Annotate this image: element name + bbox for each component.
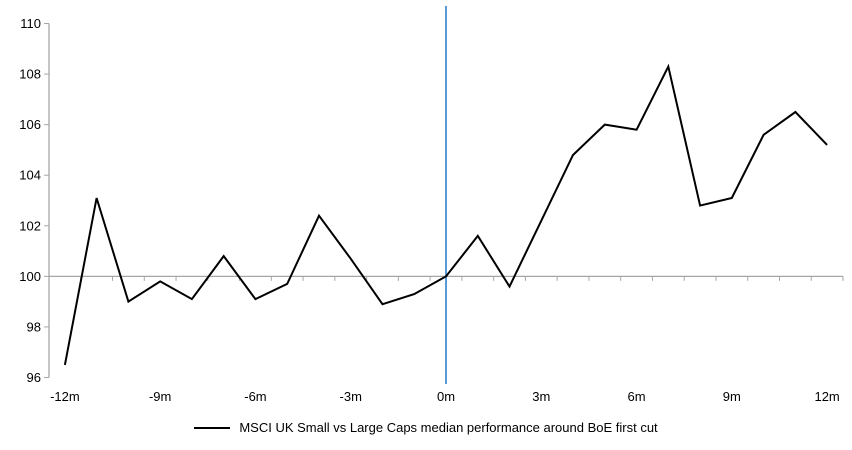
series-line-msci-uk-small-vs-large xyxy=(63,63,828,366)
x-tick-label: -9m xyxy=(149,389,171,404)
legend-line-sample xyxy=(194,426,231,429)
y-tick-label: 96 xyxy=(27,370,41,385)
x-tick-label: -12m xyxy=(50,389,80,404)
x-tick-label: 12m xyxy=(814,389,839,404)
y-tick-label: 110 xyxy=(20,16,41,31)
chart-canvas: -12m -9m -6m -3m 0m 3m 6m 9m 12m 110 108 106 104 102 1… xyxy=(19,6,844,404)
x-tick-label: 6m xyxy=(628,389,646,404)
x-tick-label: 3m xyxy=(532,389,550,404)
y-tick-label: 102 xyxy=(19,218,41,233)
y-tick-label: 106 xyxy=(19,117,41,132)
y-tick-label: 104 xyxy=(19,168,41,183)
y-tick-label: 98 xyxy=(27,319,41,334)
y-tick-label: 108 xyxy=(19,67,41,82)
x-tick-label: -6m xyxy=(244,389,266,404)
x-tick-label: 0m xyxy=(437,389,455,404)
legend: MSCI UK Small vs Large Caps median perfo… xyxy=(0,420,852,435)
x-tick-label: -3m xyxy=(340,389,362,404)
legend-label: MSCI UK Small vs Large Caps median perfo… xyxy=(239,420,658,435)
x-tick-label: 9m xyxy=(723,389,741,404)
y-tick-label: 100 xyxy=(19,269,41,284)
